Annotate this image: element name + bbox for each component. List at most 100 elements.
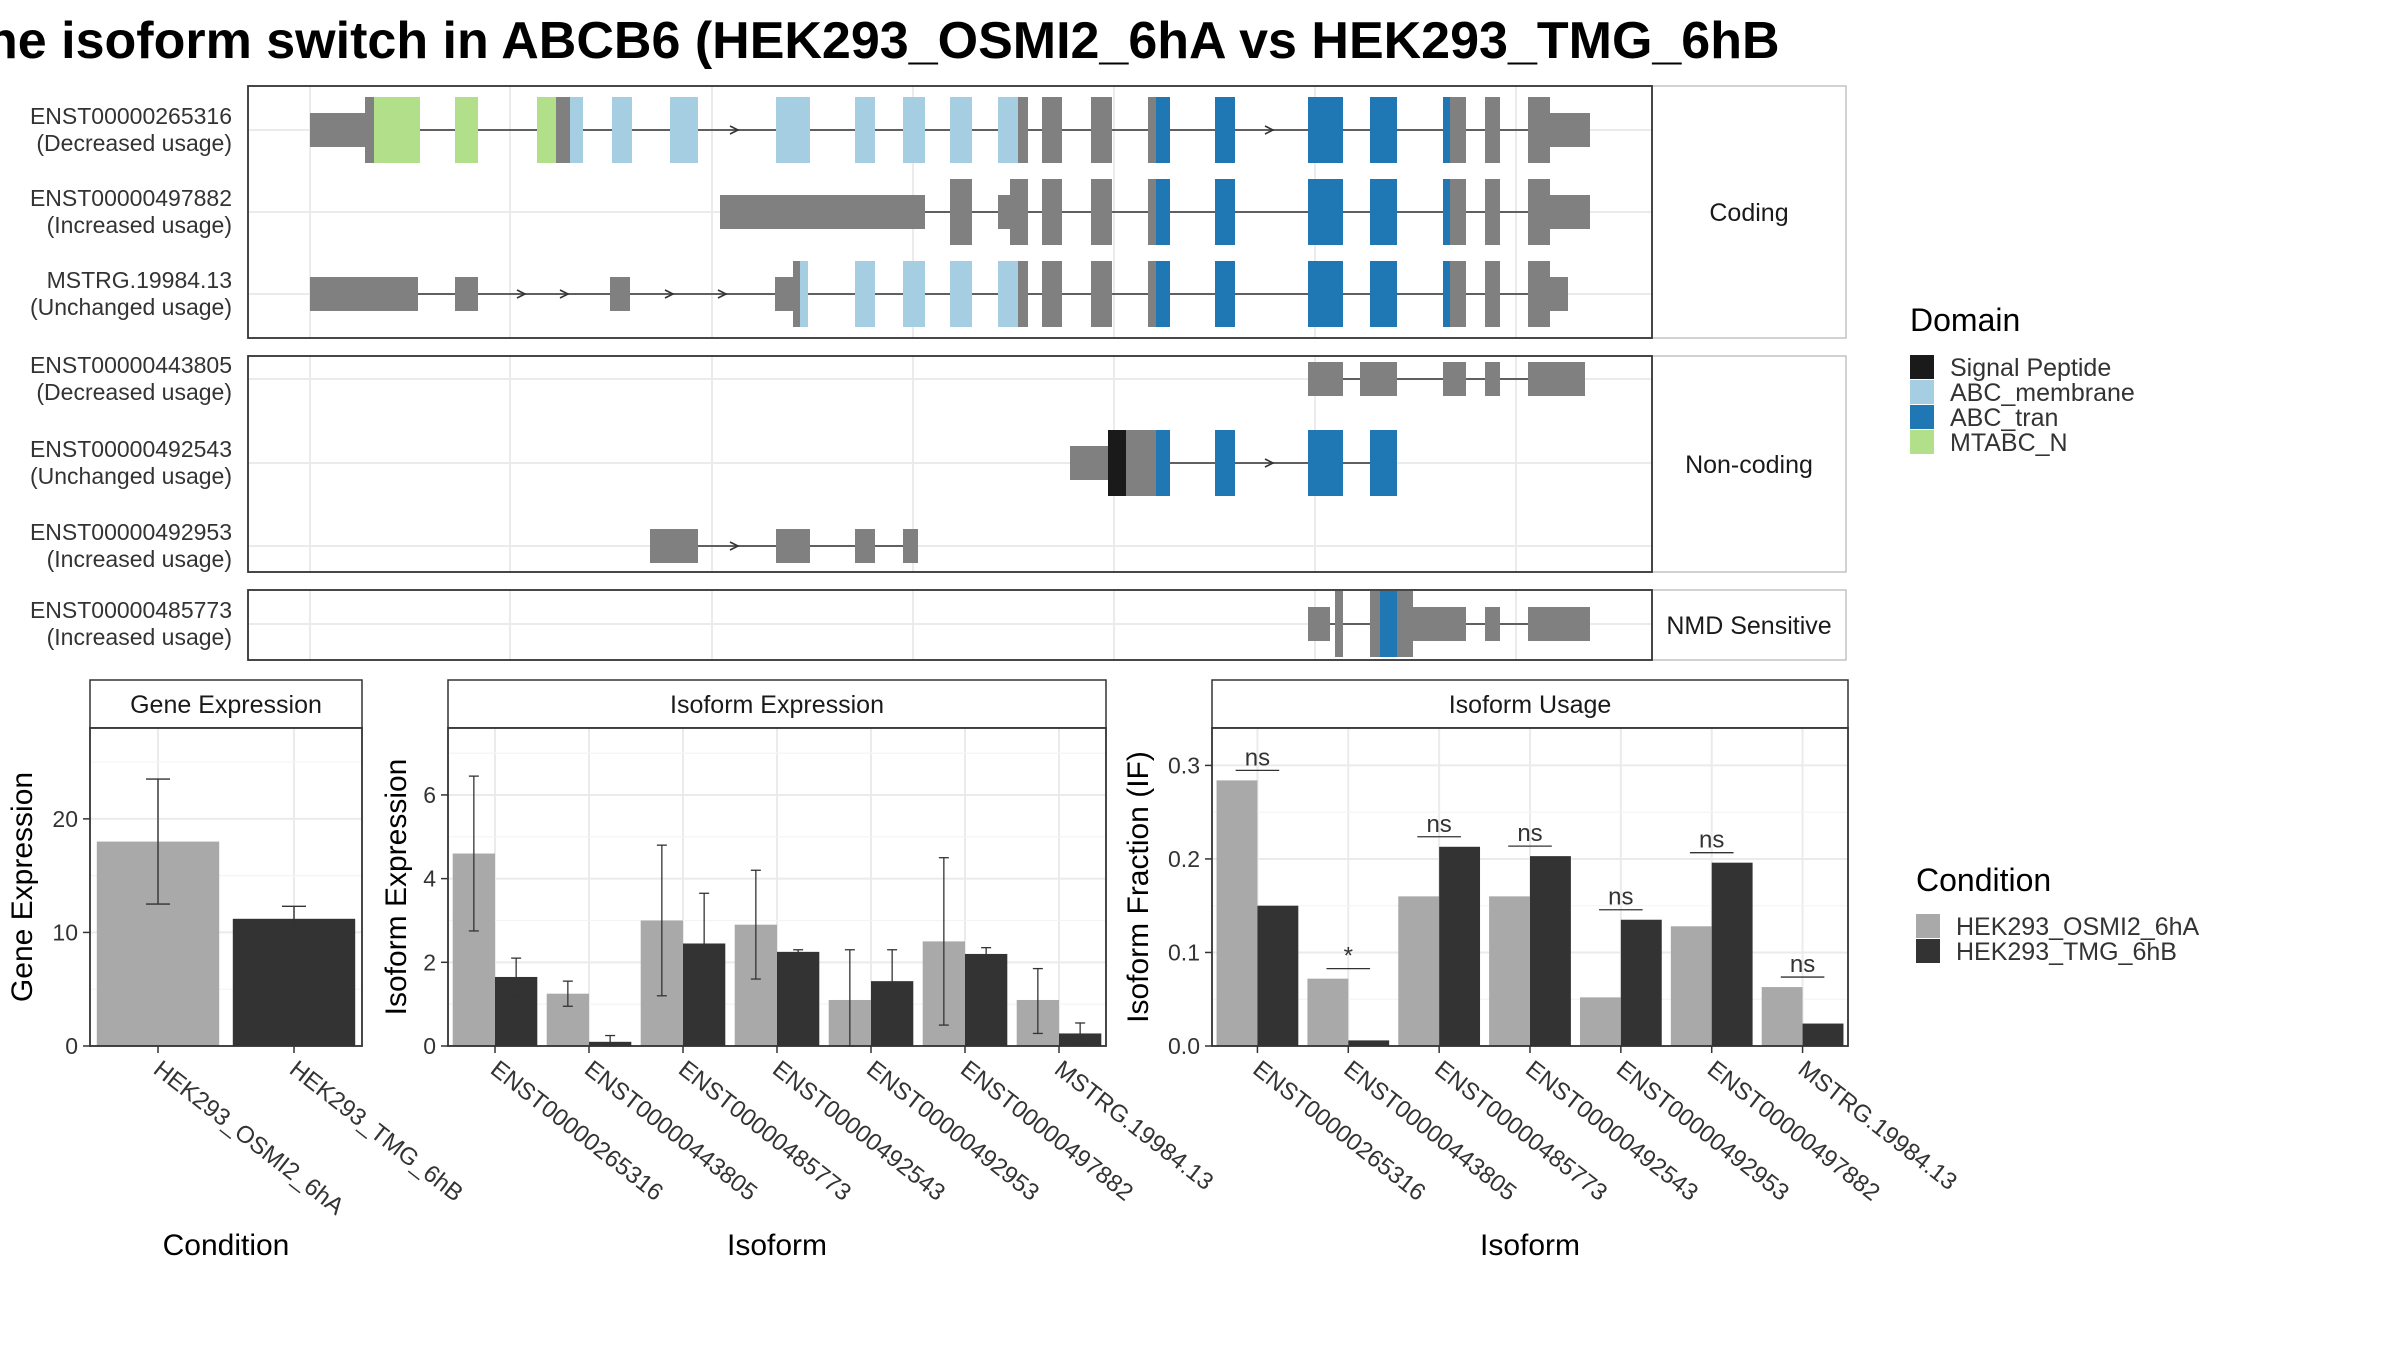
bar bbox=[1216, 780, 1258, 1046]
x-tick-label: ENST00000492543 bbox=[767, 1055, 950, 1206]
bar bbox=[965, 953, 1008, 1046]
exon bbox=[1148, 97, 1156, 163]
domain-legend-label: ABC_tran bbox=[1950, 404, 2058, 432]
x-axis-title: Condition bbox=[163, 1229, 290, 1262]
exon bbox=[1308, 362, 1343, 396]
transcript-id-label: ENST00000265316 bbox=[30, 103, 232, 129]
exon bbox=[1308, 607, 1330, 641]
exon bbox=[1010, 179, 1028, 245]
condition-legend-key bbox=[1916, 914, 1940, 938]
exon bbox=[1485, 261, 1500, 327]
exon bbox=[855, 529, 875, 563]
chart-panel: Isoform Expression0246ENST00000265316ENS… bbox=[380, 679, 1218, 1262]
exon bbox=[1550, 195, 1590, 229]
domain-legend-key bbox=[1910, 430, 1934, 454]
exon bbox=[1148, 430, 1156, 496]
panel-strip-label: Non-coding bbox=[1685, 451, 1813, 479]
x-axis-title: Isoform bbox=[1480, 1229, 1580, 1262]
exon bbox=[310, 277, 418, 311]
exon bbox=[1156, 179, 1170, 245]
exon bbox=[650, 529, 698, 563]
exon bbox=[950, 261, 972, 327]
domain-legend-label: MTABC_N bbox=[1950, 429, 2068, 457]
exon bbox=[365, 97, 374, 163]
x-tick-label: ENST00000492953 bbox=[861, 1055, 1044, 1206]
exon bbox=[855, 97, 875, 163]
exon bbox=[1126, 430, 1148, 496]
exon bbox=[1550, 113, 1590, 147]
exon bbox=[793, 261, 800, 327]
transcript-id-label: MSTRG.19984.13 bbox=[47, 267, 232, 293]
exon bbox=[1397, 591, 1413, 657]
bar bbox=[1620, 919, 1662, 1046]
strand-arrow bbox=[559, 289, 570, 299]
exon bbox=[1148, 261, 1156, 327]
exon bbox=[998, 261, 1018, 327]
exon bbox=[1485, 97, 1500, 163]
bar bbox=[1489, 896, 1530, 1046]
exon bbox=[1485, 179, 1500, 245]
exon bbox=[1091, 179, 1112, 245]
x-tick-label: ENST00000265316 bbox=[1248, 1055, 1431, 1206]
exon bbox=[1308, 261, 1343, 327]
exon bbox=[455, 97, 478, 163]
exon bbox=[1443, 261, 1450, 327]
condition-legend-key bbox=[1916, 939, 1940, 963]
strand-arrow bbox=[729, 541, 740, 551]
exon bbox=[1335, 591, 1343, 657]
panel-strip bbox=[1651, 355, 1847, 573]
exon bbox=[903, 529, 918, 563]
exon bbox=[903, 97, 925, 163]
transcript-usage-label: (Increased usage) bbox=[47, 624, 232, 650]
exon bbox=[1528, 97, 1550, 163]
exon bbox=[1042, 97, 1062, 163]
transcript-track bbox=[720, 179, 1590, 245]
transcript-track bbox=[1308, 591, 1590, 657]
domain-legend-key bbox=[1910, 380, 1934, 404]
exon bbox=[1042, 179, 1062, 245]
exon bbox=[1443, 179, 1450, 245]
exon bbox=[1485, 362, 1500, 396]
exon bbox=[1443, 362, 1466, 396]
y-axis-title: Isoform Expression bbox=[380, 759, 413, 1016]
significance-label: ns bbox=[1790, 951, 1815, 978]
panel-strip-label: Coding bbox=[1709, 199, 1788, 227]
exon bbox=[1450, 261, 1466, 327]
exon bbox=[455, 277, 478, 311]
exon bbox=[855, 261, 875, 327]
bar bbox=[232, 918, 356, 1046]
exon bbox=[1091, 97, 1112, 163]
y-tick-label: 4 bbox=[423, 866, 436, 892]
condition-legend-label: HEK293_TMG_6hB bbox=[1956, 938, 2177, 966]
exon bbox=[1528, 261, 1550, 327]
bar bbox=[1579, 997, 1621, 1046]
exon bbox=[1308, 430, 1343, 496]
transcript-track bbox=[1308, 362, 1585, 396]
exon bbox=[1148, 179, 1156, 245]
exon bbox=[1450, 97, 1466, 163]
transcript-usage-label: (Decreased usage) bbox=[36, 130, 232, 156]
strand-arrow bbox=[1264, 125, 1275, 135]
chart-title: Gene Expression bbox=[130, 691, 322, 719]
bar bbox=[1761, 987, 1803, 1046]
panel-border bbox=[247, 589, 1653, 661]
exon bbox=[1215, 261, 1235, 327]
exon bbox=[1308, 179, 1343, 245]
exon bbox=[374, 97, 420, 163]
exon bbox=[1413, 607, 1466, 641]
y-tick-label: 0 bbox=[65, 1033, 78, 1059]
bar bbox=[1307, 978, 1349, 1046]
transcript-usage-label: (Decreased usage) bbox=[36, 379, 232, 405]
significance-label: ns bbox=[1245, 744, 1270, 771]
y-tick-label: 0.1 bbox=[1168, 939, 1200, 965]
bar bbox=[777, 951, 820, 1046]
y-tick-label: 0.3 bbox=[1168, 752, 1200, 778]
exon bbox=[1370, 179, 1397, 245]
exon bbox=[556, 97, 570, 163]
bar bbox=[1802, 1023, 1844, 1046]
domain-legend-key bbox=[1910, 355, 1934, 379]
y-axis-title: Isoform Fraction (IF) bbox=[1122, 751, 1155, 1023]
exon bbox=[1370, 97, 1397, 163]
domain-legend-key bbox=[1910, 405, 1934, 429]
